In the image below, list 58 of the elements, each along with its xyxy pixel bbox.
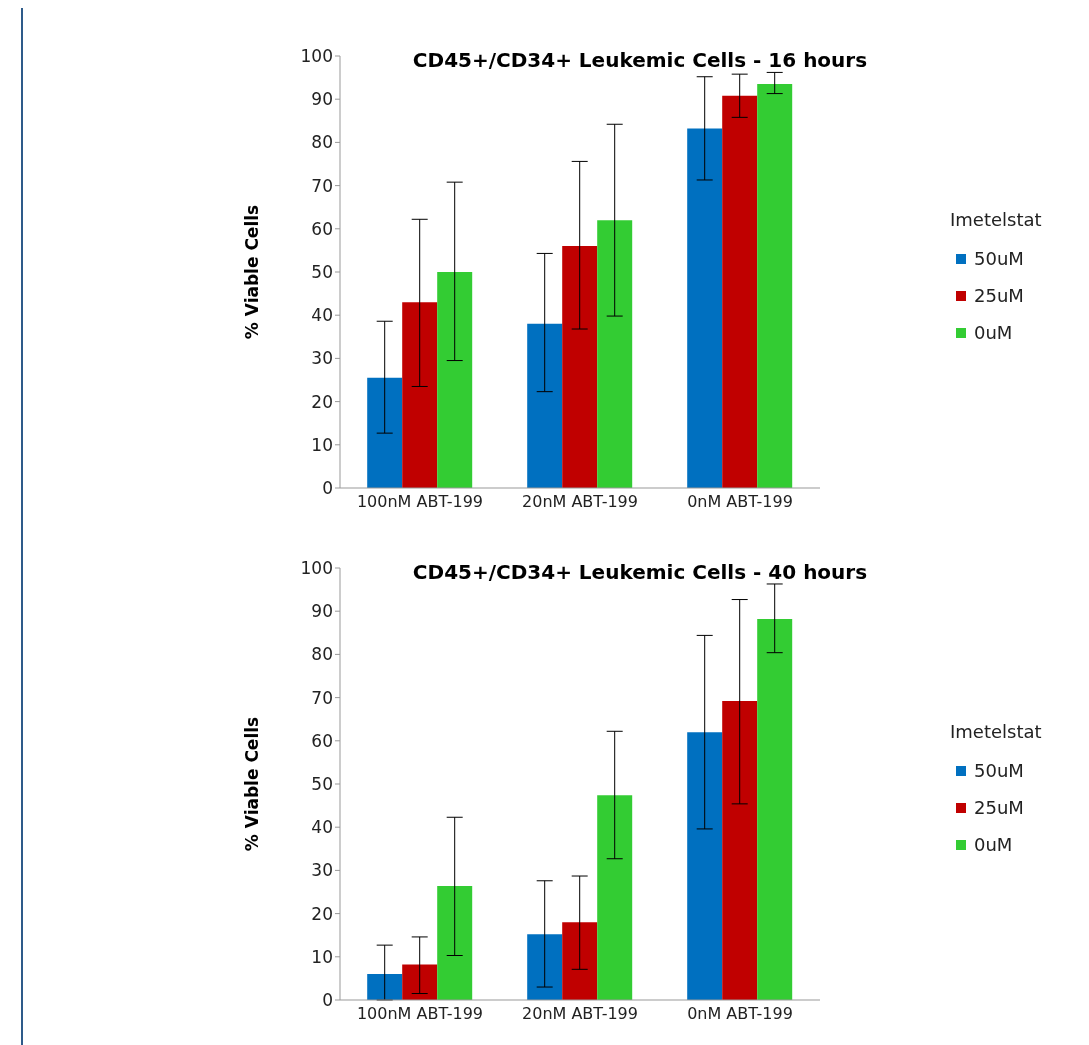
- y-tick-label: 70: [311, 175, 333, 196]
- bar: [597, 795, 633, 1000]
- bar: [402, 302, 438, 488]
- legend-label: 0uM: [974, 322, 1013, 343]
- y-tick-label: 50: [311, 774, 333, 795]
- legend-title: Imetelstat: [950, 721, 1043, 742]
- bar: [597, 220, 633, 488]
- y-tick-label: 10: [311, 946, 333, 967]
- bar: [757, 618, 793, 1000]
- bar: [527, 323, 563, 488]
- y-tick-label: 60: [311, 218, 333, 239]
- y-tick-label: 30: [311, 860, 333, 881]
- x-tick-label: 100nM ABT-199: [356, 492, 484, 512]
- bar: [367, 974, 403, 1000]
- y-axis-title: % Viable Cells: [242, 204, 263, 340]
- legend-label: 50uM: [974, 760, 1024, 781]
- y-tick-label: 30: [311, 348, 333, 369]
- bar: [437, 885, 473, 1000]
- legend-label: 25uM: [974, 797, 1024, 818]
- y-tick-label: 40: [311, 817, 333, 838]
- x-tick-label: 20nM ABT-199: [522, 1004, 638, 1024]
- legend-label: 50uM: [974, 248, 1024, 269]
- y-axis-title: % Viable Cells: [242, 716, 263, 852]
- bar: [687, 732, 723, 1000]
- bar: [687, 128, 723, 488]
- x-tick-label: 0nM ABT-199: [687, 1004, 793, 1024]
- y-tick-label: 70: [311, 687, 333, 708]
- bar: [367, 377, 403, 488]
- legend-label: 0uM: [974, 834, 1013, 855]
- x-tick-label: 20nM ABT-199: [522, 492, 638, 512]
- y-tick-label: 100: [300, 558, 333, 579]
- y-tick-label: 40: [311, 305, 333, 326]
- bar: [722, 701, 758, 1000]
- y-tick-label: 90: [311, 601, 333, 622]
- y-tick-label: 20: [311, 391, 333, 412]
- bar: [437, 272, 473, 488]
- x-tick-label: 0nM ABT-199: [687, 492, 793, 512]
- bar: [562, 246, 598, 488]
- y-tick-label: 80: [311, 644, 333, 665]
- chart-title: CD45+/CD34+ Leukemic Cells - 16 hours: [411, 48, 869, 72]
- y-tick-label: 20: [311, 903, 333, 924]
- bar: [402, 964, 438, 1000]
- bar: [722, 95, 758, 488]
- y-tick-label: 50: [311, 262, 333, 283]
- legend-label: 25uM: [974, 285, 1024, 306]
- y-tick-label: 80: [311, 132, 333, 153]
- y-tick-label: 90: [311, 89, 333, 110]
- legend-title: Imetelstat: [950, 209, 1043, 230]
- x-tick-label: 100nM ABT-199: [356, 1004, 484, 1024]
- y-tick-label: 0: [322, 990, 333, 1011]
- y-tick-label: 60: [311, 730, 333, 751]
- chart-title: CD45+/CD34+ Leukemic Cells - 40 hours: [411, 560, 869, 584]
- y-tick-label: 100: [300, 46, 333, 67]
- y-tick-label: 10: [311, 434, 333, 455]
- y-tick-label: 0: [322, 478, 333, 499]
- bar: [757, 84, 793, 488]
- bar: [562, 922, 598, 1000]
- bar: [527, 934, 563, 1000]
